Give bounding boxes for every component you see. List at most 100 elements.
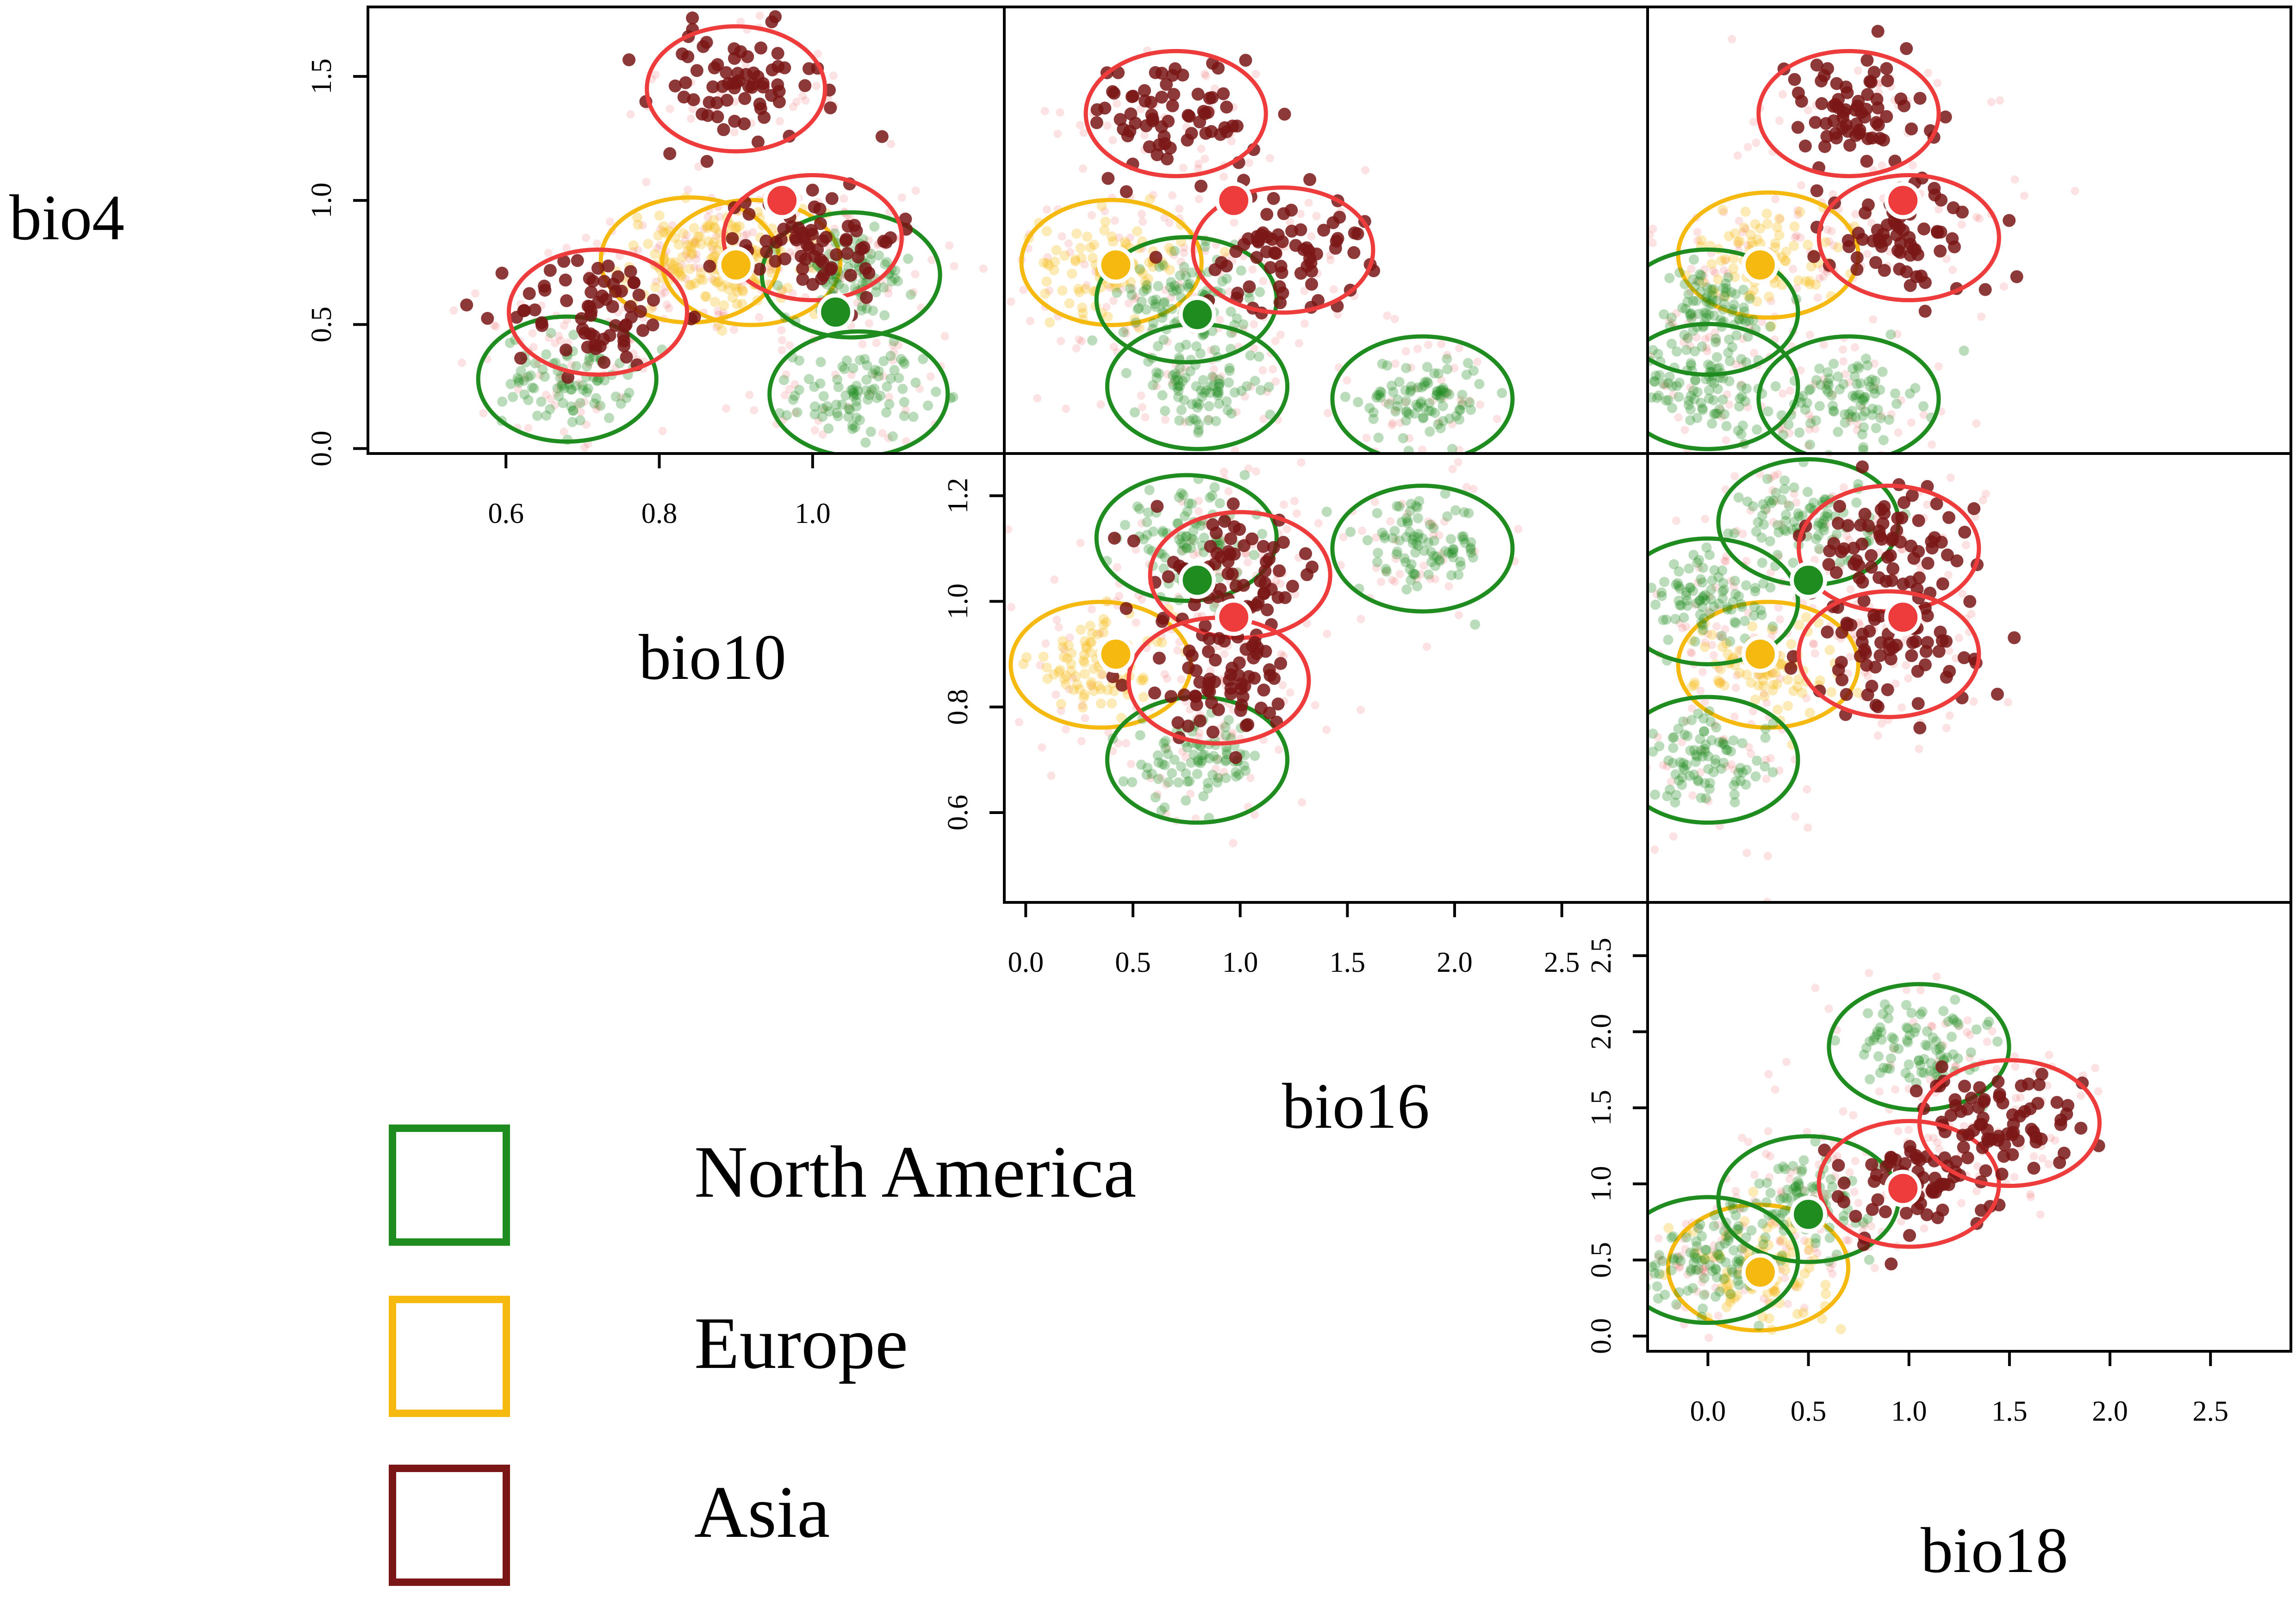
background-point bbox=[840, 194, 848, 203]
point-europe bbox=[1728, 263, 1739, 274]
background-point bbox=[1877, 451, 1885, 454]
point-asia bbox=[2008, 631, 2021, 645]
point-europe bbox=[1086, 680, 1096, 690]
point-north-america bbox=[948, 392, 958, 403]
point-europe bbox=[1096, 200, 1107, 211]
point-asia bbox=[585, 286, 598, 299]
point-north-america bbox=[1181, 531, 1191, 541]
background-point bbox=[1626, 1185, 1635, 1193]
point-europe bbox=[1730, 228, 1741, 239]
background-point bbox=[1182, 752, 1190, 761]
point-asia bbox=[1935, 193, 1948, 207]
point-north-america bbox=[1175, 283, 1185, 294]
background-point bbox=[785, 385, 794, 394]
point-north-america bbox=[1867, 374, 1877, 385]
point-asia bbox=[1905, 649, 1918, 662]
point-north-america bbox=[1187, 267, 1197, 278]
background-point bbox=[1680, 1245, 1689, 1254]
point-asia bbox=[1938, 1151, 1952, 1165]
point-europe bbox=[1739, 1216, 1750, 1227]
point-north-america bbox=[1686, 313, 1697, 324]
point-north-america bbox=[1120, 520, 1131, 530]
point-north-america bbox=[1664, 371, 1675, 382]
background-point bbox=[1810, 640, 1818, 649]
point-north-america bbox=[1714, 737, 1724, 747]
point-europe bbox=[1715, 664, 1726, 675]
background-point bbox=[1562, 691, 1570, 699]
point-europe bbox=[1794, 1277, 1804, 1288]
background-point bbox=[740, 231, 749, 240]
point-north-america bbox=[1254, 351, 1264, 362]
point-asia bbox=[647, 293, 660, 307]
background-point bbox=[1786, 1168, 1795, 1177]
point-north-america bbox=[1717, 565, 1728, 576]
background-point bbox=[1700, 265, 1709, 273]
background-point bbox=[945, 241, 954, 250]
point-asia bbox=[1250, 251, 1263, 264]
background-point bbox=[778, 346, 786, 354]
point-north-america bbox=[1205, 492, 1215, 503]
point-asia bbox=[514, 352, 528, 365]
point-asia bbox=[1944, 1109, 1958, 1122]
point-asia bbox=[1788, 73, 1801, 86]
point-north-america bbox=[890, 273, 900, 284]
point-asia bbox=[591, 296, 605, 309]
point-asia bbox=[1856, 576, 1869, 589]
background-point bbox=[1767, 297, 1775, 305]
background-point bbox=[1138, 595, 1146, 604]
point-north-america bbox=[1700, 293, 1711, 304]
point-asia bbox=[1913, 721, 1927, 734]
point-north-america bbox=[1823, 378, 1833, 388]
legend-item-asia: Asia bbox=[389, 1465, 1453, 1594]
point-north-america bbox=[581, 387, 592, 398]
point-asia bbox=[1871, 25, 1885, 38]
background-point bbox=[1194, 507, 1203, 516]
background-point bbox=[1727, 760, 1736, 769]
point-north-america bbox=[869, 221, 880, 232]
background-point bbox=[1774, 603, 1783, 612]
background-point bbox=[1758, 317, 1767, 326]
point-north-america bbox=[1700, 746, 1711, 757]
point-north-america bbox=[1792, 1186, 1802, 1196]
point-north-america bbox=[1428, 523, 1439, 534]
point-asia bbox=[1217, 87, 1230, 100]
point-north-america bbox=[1751, 1198, 1761, 1209]
point-north-america bbox=[871, 287, 881, 298]
background-point bbox=[1957, 220, 1966, 229]
background-point bbox=[1458, 399, 1467, 408]
point-north-america bbox=[1701, 542, 1712, 553]
point-north-america bbox=[1207, 372, 1218, 382]
background-point bbox=[1201, 72, 1210, 81]
point-asia bbox=[1860, 155, 1873, 168]
background-point bbox=[1251, 70, 1260, 79]
point-north-america bbox=[1654, 370, 1665, 380]
background-point bbox=[1813, 1249, 1822, 1258]
background-point bbox=[1626, 612, 1635, 620]
point-europe bbox=[1761, 208, 1772, 219]
point-north-america bbox=[589, 398, 600, 409]
point-europe bbox=[708, 252, 718, 262]
background-point bbox=[1043, 205, 1052, 214]
background-point bbox=[1322, 726, 1331, 734]
point-asia bbox=[798, 79, 812, 93]
point-asia bbox=[1185, 127, 1198, 140]
point-north-america bbox=[1804, 385, 1814, 396]
point-north-america bbox=[1767, 767, 1778, 777]
point-north-america bbox=[1188, 749, 1199, 760]
point-north-america bbox=[839, 283, 849, 294]
point-north-america bbox=[1697, 577, 1708, 588]
point-north-america bbox=[1406, 381, 1417, 391]
point-north-america bbox=[1648, 728, 1658, 739]
background-point bbox=[1962, 541, 1971, 549]
background-point bbox=[1544, 789, 1552, 797]
point-north-america bbox=[1176, 761, 1186, 772]
point-north-america bbox=[1887, 1032, 1898, 1043]
background-point bbox=[1660, 380, 1668, 389]
point-north-america bbox=[1840, 417, 1850, 428]
point-asia bbox=[557, 255, 571, 268]
point-asia bbox=[738, 92, 752, 105]
point-asia bbox=[632, 288, 646, 302]
point-asia bbox=[2007, 1125, 2020, 1139]
point-north-america bbox=[1662, 791, 1673, 802]
centroid-north-america bbox=[1178, 296, 1216, 334]
